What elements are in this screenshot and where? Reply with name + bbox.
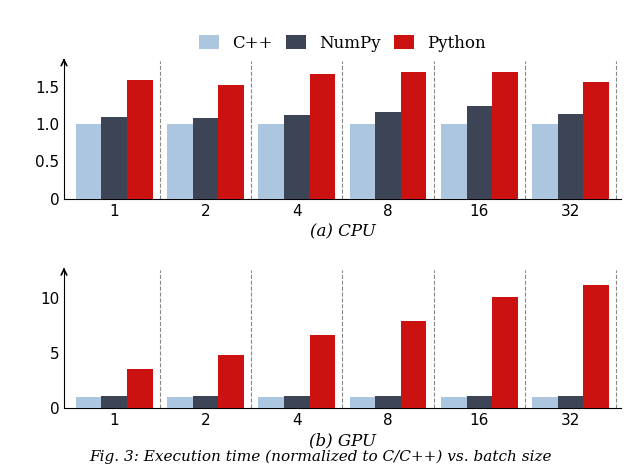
Bar [558,114,584,199]
Bar [532,124,558,199]
Bar [310,74,335,199]
Bar [467,106,492,199]
Bar [558,396,584,408]
Bar [167,397,193,408]
Bar [101,117,127,199]
Bar [401,321,426,408]
Bar [218,355,244,408]
Bar [441,124,467,199]
Bar [101,396,127,408]
Bar [584,285,609,408]
Bar [193,118,218,199]
Text: (b) GPU: (b) GPU [309,433,376,450]
Bar [259,397,284,408]
Bar [127,370,152,408]
Bar [127,80,152,199]
Bar [167,124,193,199]
Bar [584,82,609,199]
Legend: C++, NumPy, Python: C++, NumPy, Python [192,28,493,58]
Bar [492,72,518,199]
Text: Fig. 3: Execution time (normalized to C/C++) vs. batch size: Fig. 3: Execution time (normalized to C/… [89,450,551,464]
Bar [76,397,101,408]
Bar [310,335,335,408]
Bar [349,397,375,408]
Bar [284,396,310,408]
Bar [375,396,401,408]
Bar [467,396,492,408]
Bar [76,124,101,199]
Bar [193,396,218,408]
Bar [349,124,375,199]
Bar [259,124,284,199]
Bar [401,72,426,199]
Bar [375,113,401,199]
Bar [218,85,244,199]
Bar [441,397,467,408]
Bar [492,297,518,408]
Bar [284,114,310,199]
Text: (a) CPU: (a) CPU [310,224,375,241]
Bar [532,397,558,408]
